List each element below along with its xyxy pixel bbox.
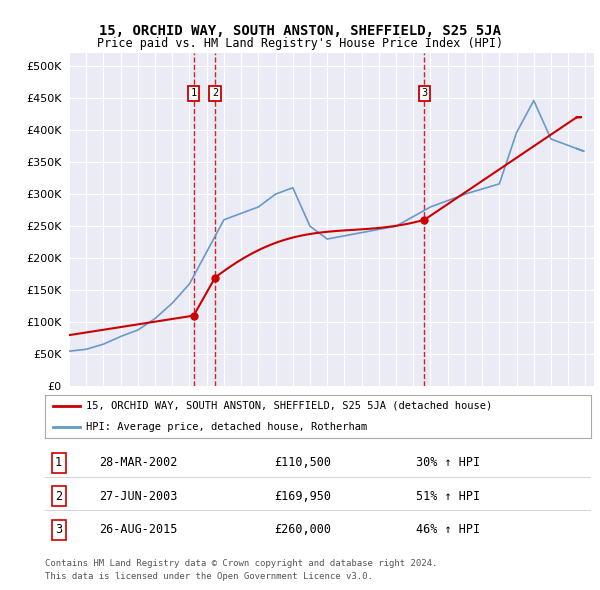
Text: 2: 2 bbox=[55, 490, 62, 503]
Text: 30% ↑ HPI: 30% ↑ HPI bbox=[416, 456, 481, 469]
Text: Contains HM Land Registry data © Crown copyright and database right 2024.: Contains HM Land Registry data © Crown c… bbox=[45, 559, 437, 568]
Text: £260,000: £260,000 bbox=[274, 523, 331, 536]
Text: 15, ORCHID WAY, SOUTH ANSTON, SHEFFIELD, S25 5JA: 15, ORCHID WAY, SOUTH ANSTON, SHEFFIELD,… bbox=[99, 24, 501, 38]
Text: 2: 2 bbox=[212, 88, 218, 99]
Text: 26-AUG-2015: 26-AUG-2015 bbox=[100, 523, 178, 536]
Text: 51% ↑ HPI: 51% ↑ HPI bbox=[416, 490, 481, 503]
Text: 15, ORCHID WAY, SOUTH ANSTON, SHEFFIELD, S25 5JA (detached house): 15, ORCHID WAY, SOUTH ANSTON, SHEFFIELD,… bbox=[86, 401, 492, 411]
Text: Price paid vs. HM Land Registry's House Price Index (HPI): Price paid vs. HM Land Registry's House … bbox=[97, 37, 503, 50]
Text: £110,500: £110,500 bbox=[274, 456, 331, 469]
Text: 3: 3 bbox=[421, 88, 428, 99]
Text: HPI: Average price, detached house, Rotherham: HPI: Average price, detached house, Roth… bbox=[86, 422, 367, 432]
Text: This data is licensed under the Open Government Licence v3.0.: This data is licensed under the Open Gov… bbox=[45, 572, 373, 581]
Text: 1: 1 bbox=[190, 88, 197, 99]
Text: 27-JUN-2003: 27-JUN-2003 bbox=[100, 490, 178, 503]
Text: 3: 3 bbox=[55, 523, 62, 536]
Text: 46% ↑ HPI: 46% ↑ HPI bbox=[416, 523, 481, 536]
Text: 1: 1 bbox=[55, 456, 62, 469]
Text: 28-MAR-2002: 28-MAR-2002 bbox=[100, 456, 178, 469]
Text: £169,950: £169,950 bbox=[274, 490, 331, 503]
